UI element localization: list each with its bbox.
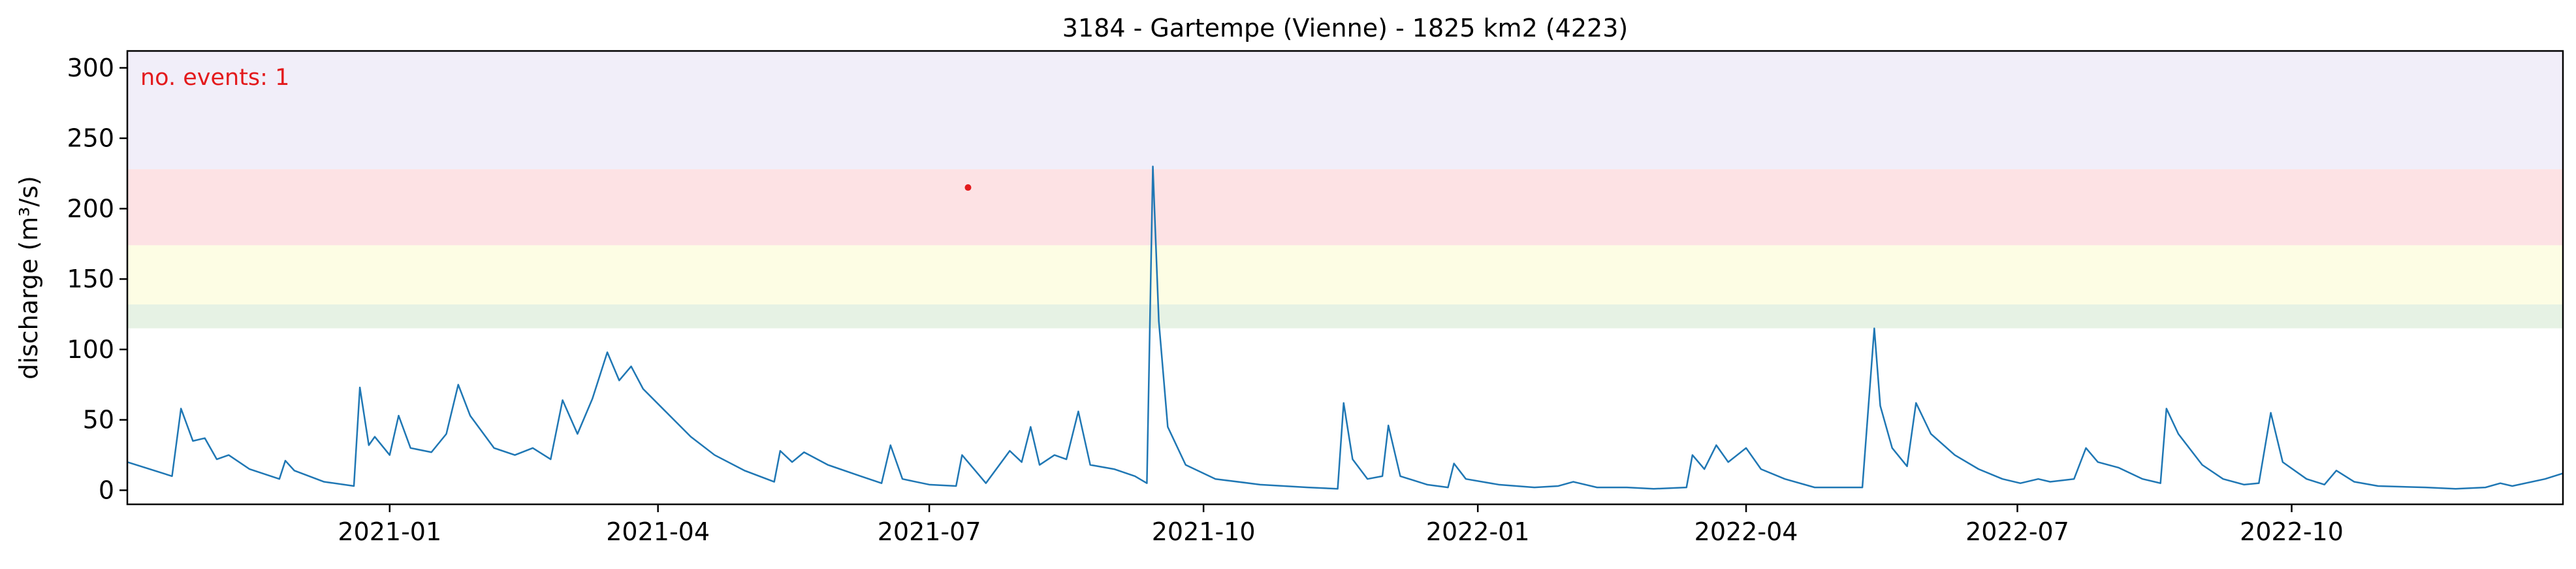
y-tick-label: 50 xyxy=(83,406,114,434)
threshold-band-0 xyxy=(127,304,2563,329)
x-tick-label: 2022-04 xyxy=(1694,517,1798,546)
chart-title: 3184 - Gartempe (Vienne) - 1825 km2 (422… xyxy=(1062,14,1628,42)
x-tick-label: 2021-07 xyxy=(878,517,981,546)
y-tick-label: 0 xyxy=(99,476,114,504)
y-tick-label: 200 xyxy=(67,194,114,223)
x-tick-label: 2022-07 xyxy=(1965,517,2069,546)
events-annotation: no. events: 1 xyxy=(140,65,289,91)
y-tick-label: 250 xyxy=(67,124,114,153)
x-tick-label: 2021-10 xyxy=(1152,517,1256,546)
x-tick-label: 2021-04 xyxy=(606,517,710,546)
x-axis: 2021-01 2021-04 2021-07 2021-10 2022-01 2022-… xyxy=(338,504,2344,546)
threshold-band-1 xyxy=(127,245,2563,304)
event-point-0 xyxy=(964,184,972,191)
event-points-layer xyxy=(964,184,972,191)
x-tick-label: 2022-10 xyxy=(2240,517,2344,546)
threshold-band-3 xyxy=(127,51,2563,170)
x-tick-label: 2022-01 xyxy=(1426,517,1530,546)
y-tick-label: 150 xyxy=(67,265,114,293)
y-tick-label: 300 xyxy=(67,54,114,82)
series-layer xyxy=(127,165,2564,490)
y-tick-label: 100 xyxy=(67,335,114,364)
plot-frame xyxy=(126,50,2564,506)
threshold-band-2 xyxy=(127,169,2563,246)
threshold-bands xyxy=(127,51,2563,329)
series-line-0 xyxy=(127,165,2564,490)
y-axis: 0 50 100 150 200 250 300 xyxy=(67,54,127,504)
y-axis-label: discharge (m³/s) xyxy=(14,176,43,380)
x-tick-label: 2021-01 xyxy=(338,517,441,546)
